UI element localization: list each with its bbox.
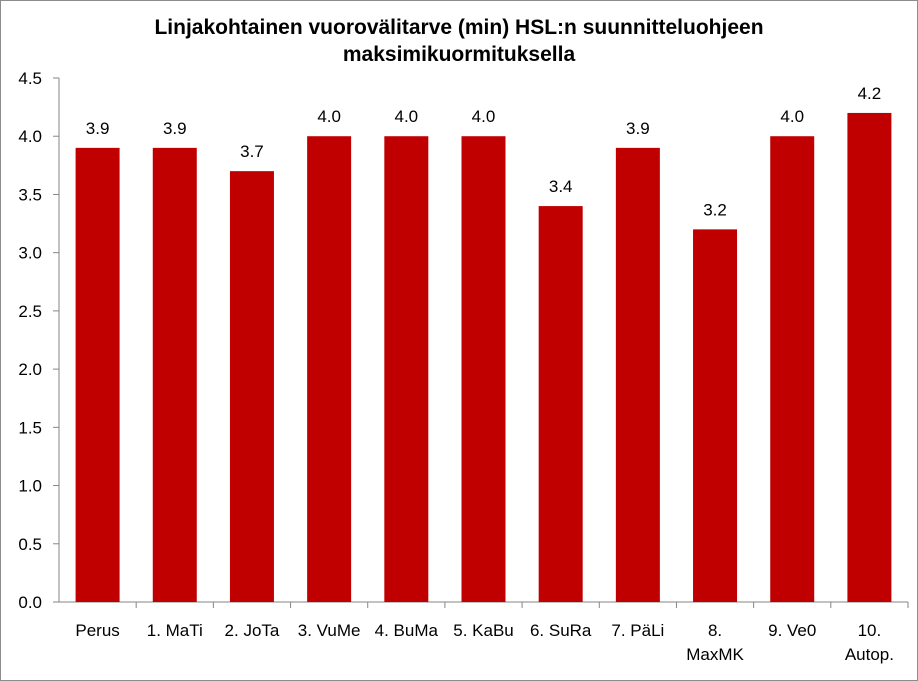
category-label: 8. xyxy=(708,621,722,640)
category-label: 5. KaBu xyxy=(453,621,514,640)
chart-title-line-1: Linjakohtainen vuorovälitarve (min) HSL:… xyxy=(154,16,764,39)
y-tick-label: 3.0 xyxy=(18,244,42,263)
category-label: Perus xyxy=(75,621,119,640)
y-tick-label: 3.5 xyxy=(18,185,42,204)
y-tick-label: 2.5 xyxy=(18,302,42,321)
bar xyxy=(847,112,892,602)
category-label: 10. xyxy=(858,621,882,640)
data-label: 3.7 xyxy=(240,142,264,161)
bar xyxy=(770,136,815,602)
category-label: 2. JoTa xyxy=(225,621,280,640)
bar xyxy=(307,136,352,602)
category-label: 4. BuMa xyxy=(375,621,439,640)
bar xyxy=(615,147,660,602)
bar xyxy=(152,147,197,602)
data-label: 3.9 xyxy=(163,119,187,138)
y-tick-label: 1.0 xyxy=(18,477,42,496)
category-label: MaxMK xyxy=(686,645,744,664)
category-label: 6. SuRa xyxy=(530,621,592,640)
data-label: 3.2 xyxy=(703,200,727,219)
category-label: 1. MaTi xyxy=(147,621,203,640)
data-label: 4.0 xyxy=(394,107,418,126)
data-label: 4.0 xyxy=(317,107,341,126)
bar xyxy=(461,136,506,602)
data-label: 4.2 xyxy=(858,84,882,103)
y-tick-label: 0.0 xyxy=(18,593,42,612)
chart-title: Linjakohtainen vuorovälitarve (min) HSL:… xyxy=(0,14,918,68)
bar xyxy=(229,171,274,602)
data-label: 4.0 xyxy=(780,107,804,126)
bar xyxy=(75,147,120,602)
chart-title-line-2: maksimikuormituksella xyxy=(342,43,576,66)
y-tick-label: 4.0 xyxy=(18,127,42,146)
y-tick-label: 4.5 xyxy=(18,69,42,88)
y-tick-label: 0.5 xyxy=(18,535,42,554)
y-tick-label: 2.0 xyxy=(18,360,42,379)
category-label: 7. PäLi xyxy=(611,621,664,640)
category-label: 9. Ve0 xyxy=(768,621,816,640)
data-label: 4.0 xyxy=(472,107,496,126)
bar xyxy=(693,229,738,602)
y-tick-label: 1.5 xyxy=(18,418,42,437)
data-label: 3.4 xyxy=(549,177,573,196)
bar xyxy=(538,206,583,603)
data-label: 3.9 xyxy=(86,119,110,138)
bar xyxy=(384,136,429,602)
data-label: 3.9 xyxy=(626,119,650,138)
category-label: Autop. xyxy=(845,645,894,664)
category-label: 3. VuMe xyxy=(298,621,361,640)
